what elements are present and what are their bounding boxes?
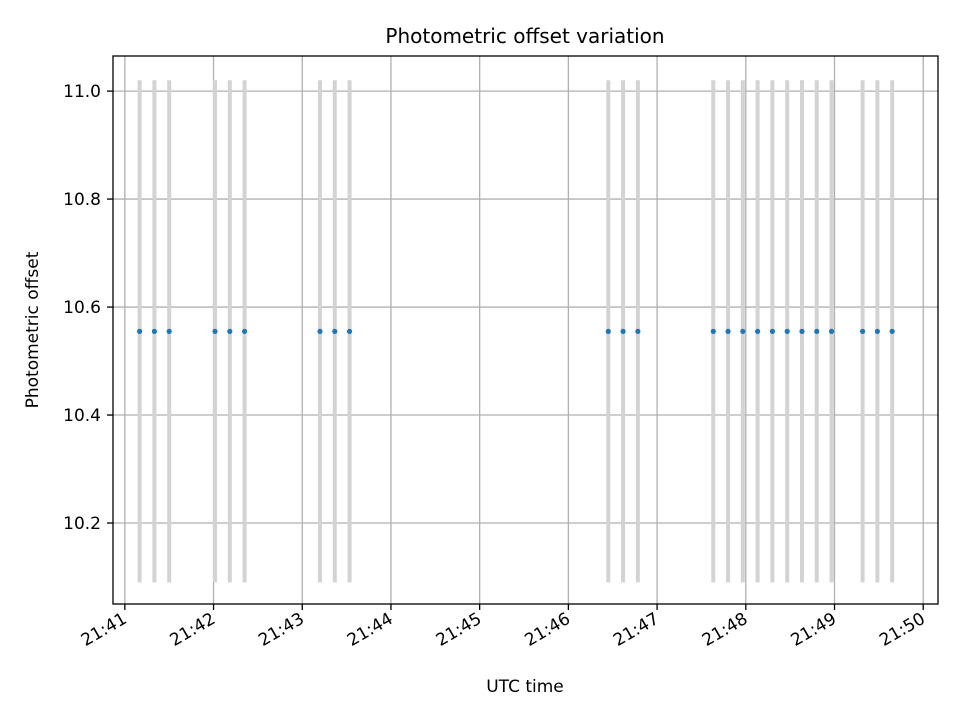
data-point (799, 328, 805, 334)
data-point (740, 328, 746, 334)
y-tick-label: 10.6 (63, 298, 101, 318)
data-point (166, 328, 172, 334)
data-point (346, 328, 353, 334)
data-point (137, 328, 143, 334)
data-point (725, 328, 731, 334)
data-point (227, 328, 233, 334)
data-point (828, 328, 835, 334)
data-point (710, 328, 716, 334)
data-point (814, 328, 820, 334)
data-points (137, 328, 895, 334)
data-point (859, 328, 866, 334)
data-point (889, 328, 895, 334)
plot-area-frame (112, 55, 939, 605)
data-point (241, 328, 248, 334)
data-point (635, 328, 641, 334)
y-tick-label: 11.0 (63, 82, 101, 102)
data-point (784, 328, 790, 334)
y-tick-label: 10.4 (63, 406, 101, 426)
chart-title: Photometric offset variation (385, 24, 664, 48)
data-point (317, 328, 323, 334)
data-point (605, 328, 611, 334)
data-point (212, 328, 218, 334)
data-point (332, 328, 338, 334)
data-point (874, 328, 880, 334)
data-point (769, 328, 776, 334)
y-axis-label: Photometric offset (23, 251, 43, 408)
x-axis-label: UTC time (486, 677, 564, 697)
data-point (755, 328, 761, 334)
data-point (620, 328, 626, 334)
y-tick-label: 10.8 (63, 190, 101, 210)
y-axis-ticks: 10.2 10.4 10.6 10.8 11.0 (63, 82, 113, 534)
data-point (151, 328, 157, 334)
y-tick-label: 10.2 (63, 514, 101, 534)
